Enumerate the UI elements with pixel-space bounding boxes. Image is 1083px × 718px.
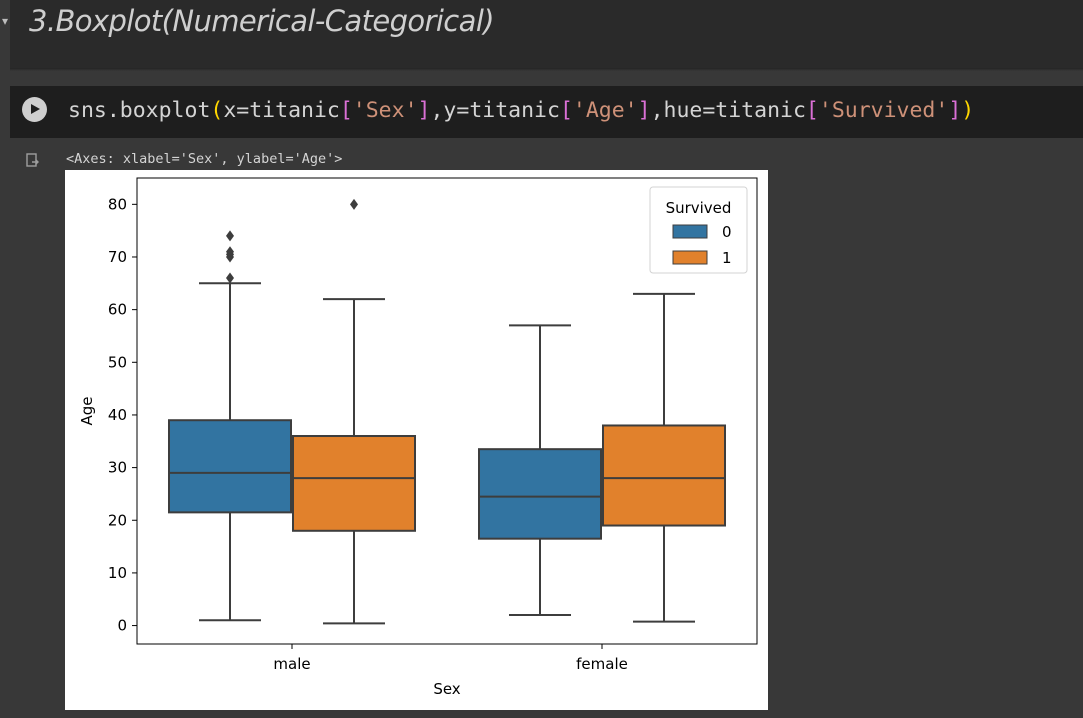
code-token: ] <box>637 98 651 123</box>
y-tick-label: 0 <box>117 617 127 635</box>
y-tick-label: 20 <box>108 511 127 529</box>
plot-axes-frame <box>136 177 758 645</box>
code-token: ( <box>210 98 224 123</box>
outlier-point <box>350 198 358 210</box>
legend-title: Survived <box>666 199 732 217</box>
x-tick-label: female <box>576 655 628 673</box>
box-male-0 <box>168 230 292 622</box>
code-token: 'Survived' <box>818 98 949 123</box>
code-token: ] <box>948 98 962 123</box>
cell-divider <box>10 68 1083 71</box>
code-token: ,hue=titanic <box>650 98 806 123</box>
code-token: sns.boxplot <box>68 98 211 123</box>
outlier-point <box>226 272 234 284</box>
legend-entry-label: 1 <box>722 249 732 267</box>
code-token: x=titanic <box>223 98 340 123</box>
legend-swatch <box>672 250 708 265</box>
code-token: [ <box>339 98 353 123</box>
iqr-box <box>478 448 602 540</box>
x-tick-label: male <box>273 655 310 673</box>
box-female-0 <box>478 324 602 617</box>
markdown-text-cell[interactable]: ▾ 3.Boxplot(Numerical-Categorical) <box>2 0 1083 69</box>
code-token: ) <box>961 98 975 123</box>
y-axis-label: Age <box>78 396 96 425</box>
iqr-box <box>602 424 726 527</box>
y-tick-label: 10 <box>108 564 127 582</box>
plot-image: 0 10 20 30 40 50 60 70 80 male female Sex Age Survive… <box>65 170 768 710</box>
iqr-box <box>292 435 416 532</box>
code-token: 'Sex' <box>352 98 418 123</box>
output-repr-text: <Axes: xlabel='Sex', ylabel='Age'> <box>66 151 343 167</box>
legend-swatch <box>672 224 708 239</box>
code-token: 'Age' <box>572 98 638 123</box>
y-tick-label: 40 <box>108 406 127 424</box>
y-tick-label: 60 <box>108 301 127 319</box>
legend: Survived 0 1 <box>649 186 748 274</box>
outlier-point <box>226 230 234 242</box>
code-token: [ <box>559 98 573 123</box>
run-cell-button[interactable] <box>22 97 47 122</box>
collapse-section-icon[interactable]: ▾ <box>2 14 9 28</box>
y-tick-label: 30 <box>108 459 127 477</box>
output-toggle-icon[interactable] <box>26 153 40 169</box>
y-tick-label: 80 <box>108 195 127 213</box>
code-cell[interactable]: sns.boxplot(x=titanic['Sex'],y=titanic['… <box>10 86 1083 138</box>
y-tick-label: 50 <box>108 353 127 371</box>
iqr-box <box>168 419 292 514</box>
code-token: ,y=titanic <box>430 98 560 123</box>
code-token: [ <box>805 98 819 123</box>
outlier-point <box>226 246 234 258</box>
x-axis-label: Sex <box>433 680 460 698</box>
y-tick-label: 70 <box>108 248 127 266</box>
section-heading: 3.Boxplot(Numerical-Categorical) <box>29 4 495 38</box>
code-token: ] <box>417 98 431 123</box>
code-line[interactable]: sns.boxplot(x=titanic['Sex'],y=titanic['… <box>68 97 974 125</box>
legend-entry-label: 0 <box>722 223 732 241</box>
box-female-1 <box>602 292 726 623</box>
box-male-1 <box>292 198 416 625</box>
